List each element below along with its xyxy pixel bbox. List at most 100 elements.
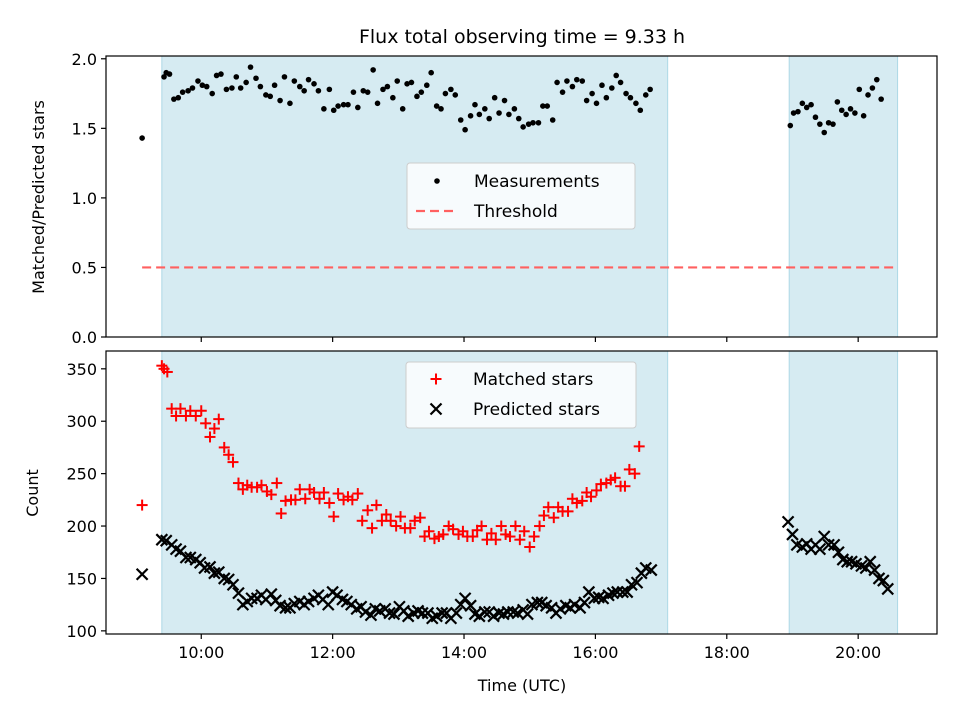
- matched-point: [308, 487, 320, 498]
- measurement-point: [448, 86, 454, 93]
- predicted-point: [786, 528, 799, 541]
- matched-point: [161, 366, 173, 378]
- measurement-point: [878, 96, 884, 102]
- x-tick-label: 10:00: [178, 643, 224, 662]
- matched-point: [370, 499, 382, 511]
- legend-plus-glyph: [430, 373, 442, 385]
- predicted-point: [822, 538, 835, 552]
- legend-matched-marker: [430, 373, 442, 385]
- matched-point: [385, 515, 397, 527]
- measurement-point: [830, 121, 836, 127]
- predicted-point: [226, 578, 240, 592]
- measurement-point: [281, 74, 288, 80]
- measurement-point: [330, 107, 337, 114]
- measurement-point: [609, 85, 615, 91]
- matched-point: [633, 440, 645, 452]
- matched-point: [595, 478, 607, 490]
- matched-point: [476, 520, 488, 532]
- measurement-point: [795, 108, 801, 115]
- measurement-point: [569, 83, 576, 90]
- measurement-point: [291, 78, 298, 84]
- measurement-point: [834, 99, 841, 105]
- measurement-point: [838, 107, 845, 114]
- predicted-point: [203, 560, 217, 574]
- predicted-point: [383, 606, 396, 620]
- measurement-point: [229, 85, 235, 91]
- predicted-point: [611, 585, 624, 599]
- legend-measurements-marker: [434, 178, 440, 184]
- measurement-point: [583, 97, 590, 104]
- legend-x-glyph: [429, 402, 443, 416]
- y-tick-label: 0.5: [72, 258, 97, 277]
- measurement-point: [340, 101, 347, 108]
- legend-predicted-marker: [429, 402, 443, 416]
- measurement-point: [199, 82, 206, 89]
- predicted-point: [863, 555, 877, 568]
- matched-point: [223, 449, 235, 461]
- predicted-point: [265, 587, 278, 601]
- measurement-point: [355, 104, 361, 111]
- matched-point: [213, 413, 225, 425]
- matched-point: [534, 520, 546, 532]
- y-tick-label: 200: [66, 517, 97, 536]
- measurement-point: [525, 121, 532, 127]
- measurement-point: [390, 94, 396, 101]
- measurement-point: [399, 106, 406, 112]
- predicted-point: [155, 533, 169, 546]
- y-tick-label: 150: [66, 569, 97, 588]
- measurement-point: [472, 101, 478, 108]
- measurement-point: [311, 81, 317, 87]
- predicted-point: [881, 582, 895, 596]
- measurement-point: [593, 100, 600, 107]
- matched-point: [585, 491, 597, 503]
- measurement-point: [218, 71, 224, 77]
- y-tick-label: 1.5: [72, 119, 97, 138]
- x-axis-label: Time (UTC): [477, 676, 566, 695]
- predicted-point: [387, 607, 401, 621]
- measurement-point: [647, 86, 653, 93]
- measurement-point: [360, 87, 367, 94]
- predicted-point: [135, 567, 149, 581]
- matched-point: [323, 497, 335, 509]
- matched-point: [485, 527, 497, 539]
- matched-point: [356, 515, 368, 527]
- matched-point: [414, 512, 426, 524]
- matched-point: [509, 520, 521, 532]
- measurement-point: [520, 124, 526, 130]
- top-y-axis-label: Matched/Predicted stars: [29, 100, 48, 294]
- measurement-point: [817, 121, 823, 127]
- measurement-point: [175, 94, 182, 101]
- predicted-point: [416, 606, 429, 620]
- measurement-point: [345, 101, 351, 108]
- measurement-point: [263, 92, 269, 98]
- predicted-point: [450, 606, 463, 620]
- measurement-point: [599, 82, 605, 89]
- measurement-point: [380, 86, 386, 93]
- measurement-point: [482, 106, 488, 112]
- matched-point: [174, 403, 186, 415]
- matched-point: [619, 480, 631, 492]
- matched-point: [346, 494, 358, 506]
- measurement-point: [457, 117, 464, 123]
- measurement-point: [414, 93, 420, 100]
- top-legend: Measurements Threshold: [406, 162, 636, 230]
- y-tick-label: 300: [66, 412, 97, 431]
- measurement-point: [179, 89, 186, 95]
- matched-point: [208, 423, 220, 435]
- predicted-point: [781, 515, 795, 529]
- predicted-point: [208, 566, 221, 580]
- measurement-point: [433, 103, 440, 109]
- measurement-point: [257, 83, 264, 90]
- top-legend-box: [406, 162, 636, 230]
- bottom-legend-box: [405, 361, 637, 429]
- measurement-point: [496, 110, 502, 116]
- matched-point: [136, 499, 148, 511]
- measurement-point: [223, 86, 230, 93]
- measurement-point: [476, 111, 483, 118]
- measurement-point: [203, 83, 210, 90]
- measurement-point: [438, 106, 444, 112]
- measurement-point: [808, 101, 814, 108]
- chart-title: Flux total observing time = 9.33 h: [359, 26, 685, 48]
- predicted-stars-points: [135, 515, 895, 625]
- measurement-point: [559, 89, 566, 95]
